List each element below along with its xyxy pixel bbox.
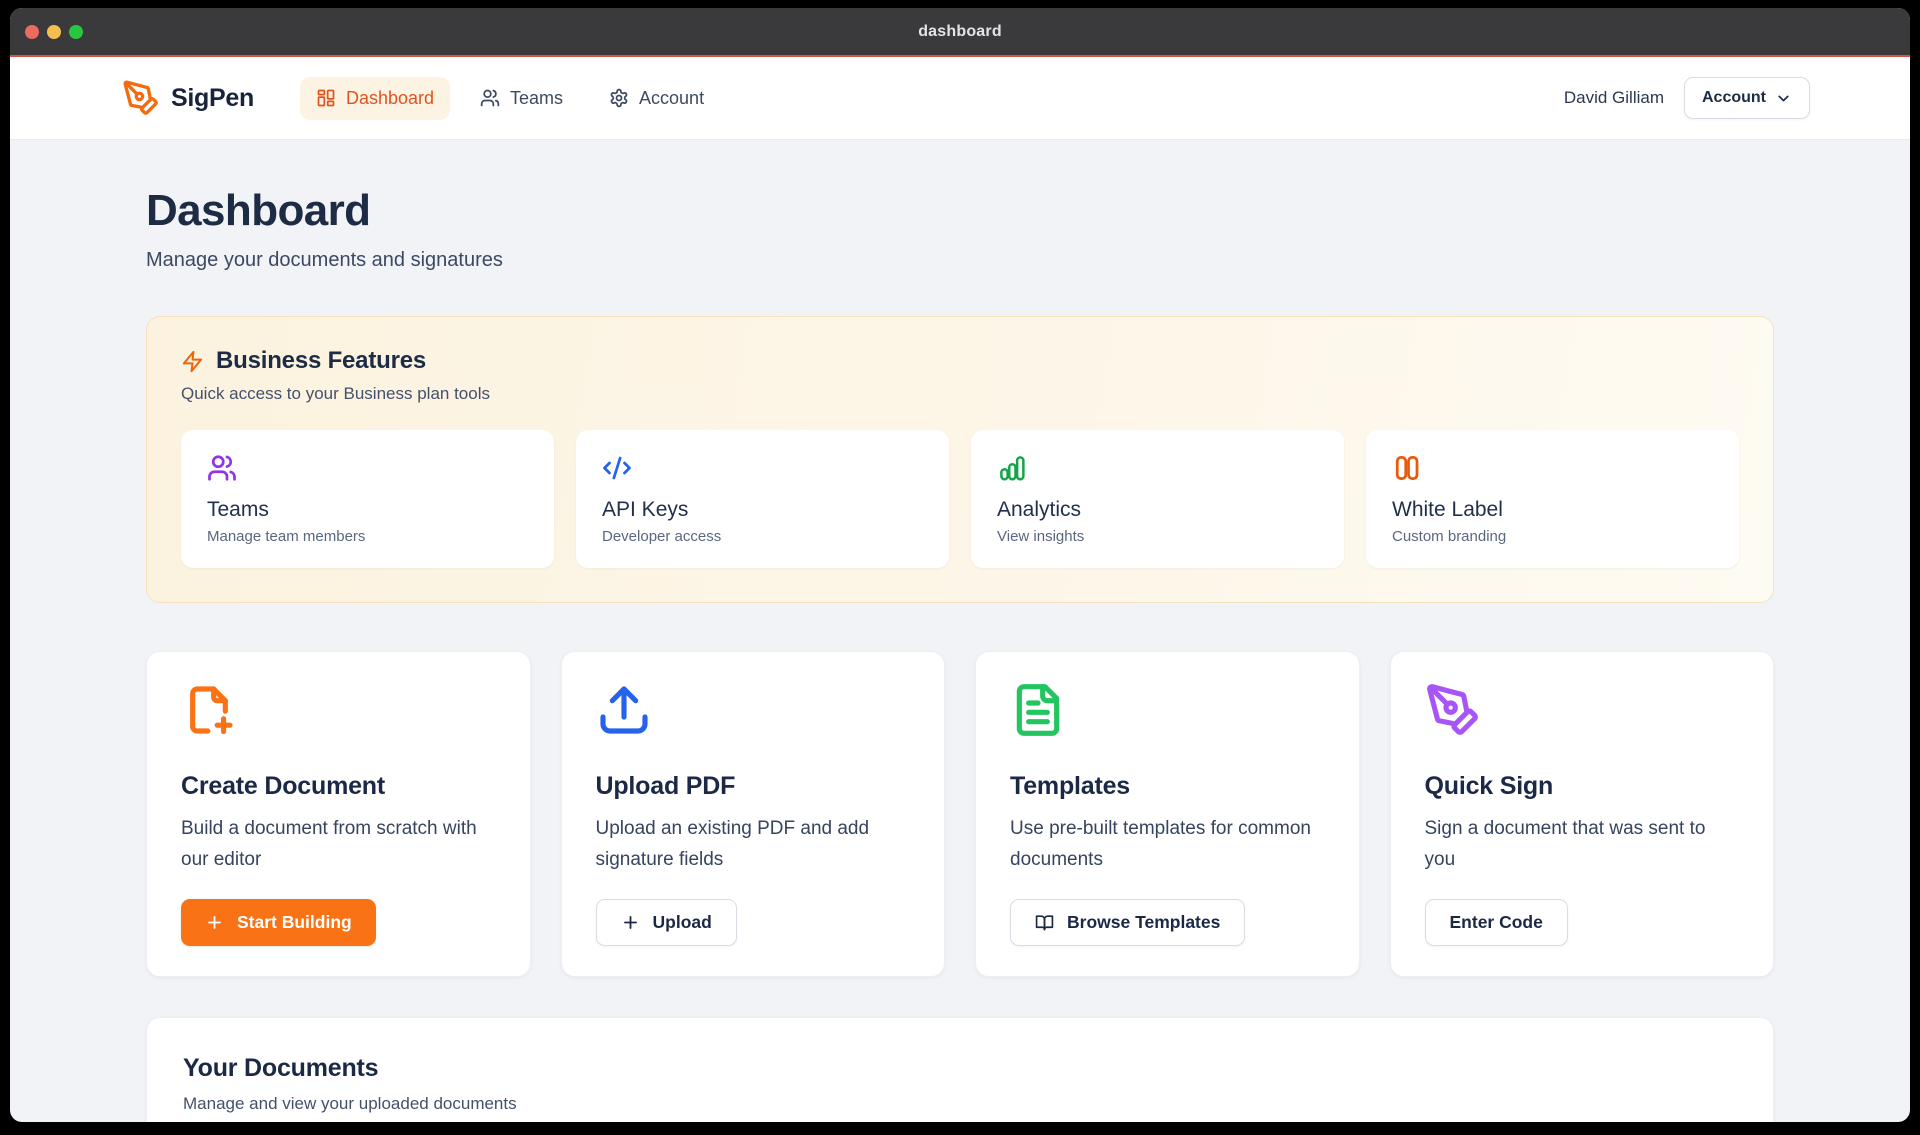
nav-label: Teams — [510, 87, 564, 108]
header-right: David Gilliam Account — [1564, 77, 1810, 119]
button-label: Start Building — [237, 912, 352, 932]
feature-card-white-label[interactable]: White Label Custom branding — [1366, 430, 1739, 568]
business-features-panel: Business Features Quick access to your B… — [146, 316, 1774, 603]
users-icon — [480, 89, 500, 107]
nav-label: Dashboard — [345, 87, 435, 108]
file-plus-icon — [190, 686, 233, 735]
pen-nib-icon — [123, 80, 158, 115]
traffic-lights — [25, 24, 83, 39]
enter-code-button[interactable]: Enter Code — [1424, 899, 1568, 946]
window-titlebar: dashboard — [10, 8, 1910, 57]
account-menu-label: Account — [1702, 89, 1766, 106]
action-title: Upload PDF — [595, 772, 736, 800]
action-title: Create Document — [181, 772, 385, 800]
window-title: dashboard — [918, 22, 1002, 40]
nav-item-account[interactable]: Account — [593, 77, 720, 120]
nav-label: Account — [639, 87, 705, 108]
feature-subtitle: View insights — [997, 528, 1085, 545]
plus-icon — [208, 916, 221, 929]
quick-sign-card: Quick Sign Sign a document that was sent… — [1389, 651, 1774, 977]
brand-logo[interactable]: SigPen — [122, 79, 254, 117]
nav-item-dashboard[interactable]: Dashboard — [299, 76, 451, 120]
chevron-down-icon — [1778, 95, 1789, 101]
nav-item-teams[interactable]: Teams — [464, 77, 579, 120]
browse-templates-button[interactable]: Browse Templates — [1010, 899, 1246, 946]
business-features-grid: Teams Manage team members API Keys Devel… — [181, 430, 1739, 568]
business-features-subtitle: Quick access to your Business plan tools — [181, 384, 490, 403]
page-title: Dashboard — [146, 186, 371, 235]
book-open-icon — [1035, 915, 1054, 931]
feature-subtitle: Custom branding — [1392, 528, 1507, 545]
zap-icon — [182, 350, 203, 372]
zoom-window-button[interactable] — [69, 24, 83, 39]
action-description: Use pre-built templates for common docum… — [1010, 818, 1311, 870]
button-label: Enter Code — [1449, 912, 1543, 932]
feature-title: API Keys — [602, 498, 689, 521]
columns-icon — [1395, 456, 1419, 480]
your-documents-panel: Your Documents Manage and view your uplo… — [146, 1017, 1774, 1122]
button-label: Browse Templates — [1067, 912, 1221, 932]
upload-icon — [599, 686, 648, 734]
close-window-button[interactable] — [25, 24, 39, 39]
pen-tool-icon — [1426, 684, 1478, 735]
file-text-icon — [1016, 684, 1060, 736]
account-menu-button[interactable]: Account — [1684, 77, 1810, 119]
app-header: SigPen Dashboard Teams — [10, 57, 1910, 140]
upload-pdf-card: Upload PDF Upload an existing PDF and ad… — [560, 651, 945, 977]
bar-chart-icon — [1000, 456, 1025, 481]
layout-dashboard-icon — [317, 89, 335, 107]
feature-title: Teams — [207, 498, 269, 521]
action-title: Quick Sign — [1424, 772, 1554, 800]
action-description: Build a document from scratch with our e… — [181, 818, 477, 870]
code-icon — [603, 456, 631, 480]
minimize-window-button[interactable] — [47, 24, 61, 39]
create-document-card: Create Document Build a document from sc… — [146, 651, 531, 977]
templates-card: Templates Use pre-built templates for co… — [975, 651, 1360, 977]
feature-card-teams[interactable]: Teams Manage team members — [181, 430, 554, 568]
feature-subtitle: Manage team members — [207, 528, 366, 545]
start-building-button[interactable]: Start Building — [181, 899, 376, 946]
documents-subtitle: Manage and view your uploaded documents — [183, 1094, 517, 1113]
plus-icon — [623, 916, 637, 929]
user-name: David Gilliam — [1563, 88, 1664, 107]
app-window: dashboard SigPen Dashboard — [10, 8, 1910, 1122]
feature-title: White Label — [1392, 498, 1503, 521]
action-cards-grid: Create Document Build a document from sc… — [146, 651, 1774, 977]
business-features-title: Business Features — [216, 347, 427, 374]
feature-title: Analytics — [997, 498, 1082, 521]
upload-button[interactable]: Upload — [595, 899, 737, 946]
feature-subtitle: Developer access — [602, 528, 722, 545]
button-label: Upload — [652, 912, 712, 932]
feature-card-api-keys[interactable]: API Keys Developer access — [576, 430, 949, 568]
gear-icon — [610, 88, 628, 108]
action-description: Upload an existing PDF and add signature… — [595, 818, 870, 870]
brand-name: SigPen — [171, 83, 254, 112]
users-icon — [208, 455, 236, 481]
page-subtitle: Manage your documents and signatures — [146, 249, 503, 271]
main-nav: Dashboard Teams Account — [299, 76, 720, 120]
documents-title: Your Documents — [183, 1054, 379, 1082]
main-content: Dashboard Manage your documents and sign… — [10, 140, 1910, 1122]
action-title: Templates — [1010, 772, 1131, 800]
action-description: Sign a document that was sent to you — [1424, 818, 1706, 870]
feature-card-analytics[interactable]: Analytics View insights — [971, 430, 1344, 568]
